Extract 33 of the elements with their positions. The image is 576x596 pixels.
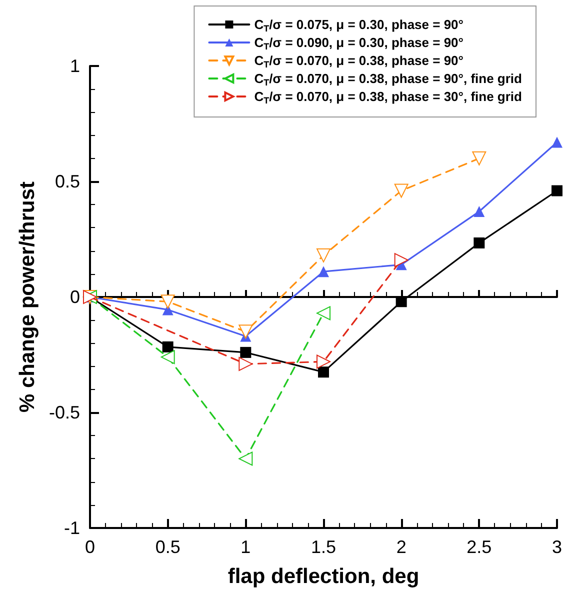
x-tick-label: 2.5	[466, 537, 492, 557]
y-tick-label: -0.5	[48, 402, 80, 422]
point	[394, 253, 408, 268]
point	[316, 248, 330, 262]
point	[474, 237, 485, 248]
y-axis-title: % change power/thrust	[16, 181, 39, 413]
point	[160, 294, 175, 309]
point	[238, 324, 253, 339]
point	[160, 350, 175, 364]
point	[316, 354, 330, 369]
point	[162, 341, 174, 352]
y-tick-label: 0	[70, 287, 80, 307]
x-tick-label: 0.5	[155, 537, 180, 557]
x-tick-label: 0	[84, 537, 96, 557]
point	[238, 356, 253, 371]
y-tick-label: 0.5	[54, 172, 80, 192]
point	[240, 346, 252, 358]
x-tick-label: 3	[552, 537, 562, 557]
x-tick-label: 1	[240, 537, 251, 557]
point	[316, 306, 330, 320]
x-tick-label: 1.5	[310, 537, 336, 557]
x-axis-title: flap deflection, deg	[228, 565, 420, 588]
point	[472, 151, 486, 166]
point	[552, 185, 562, 196]
y-tick-label: 1	[70, 56, 80, 76]
y-tick-label: -1	[64, 518, 80, 538]
x-tick-label: 2	[396, 537, 406, 557]
point	[552, 136, 562, 148]
point	[474, 206, 485, 218]
point	[318, 266, 329, 278]
point	[238, 452, 253, 466]
point	[318, 366, 329, 378]
point	[394, 184, 408, 198]
